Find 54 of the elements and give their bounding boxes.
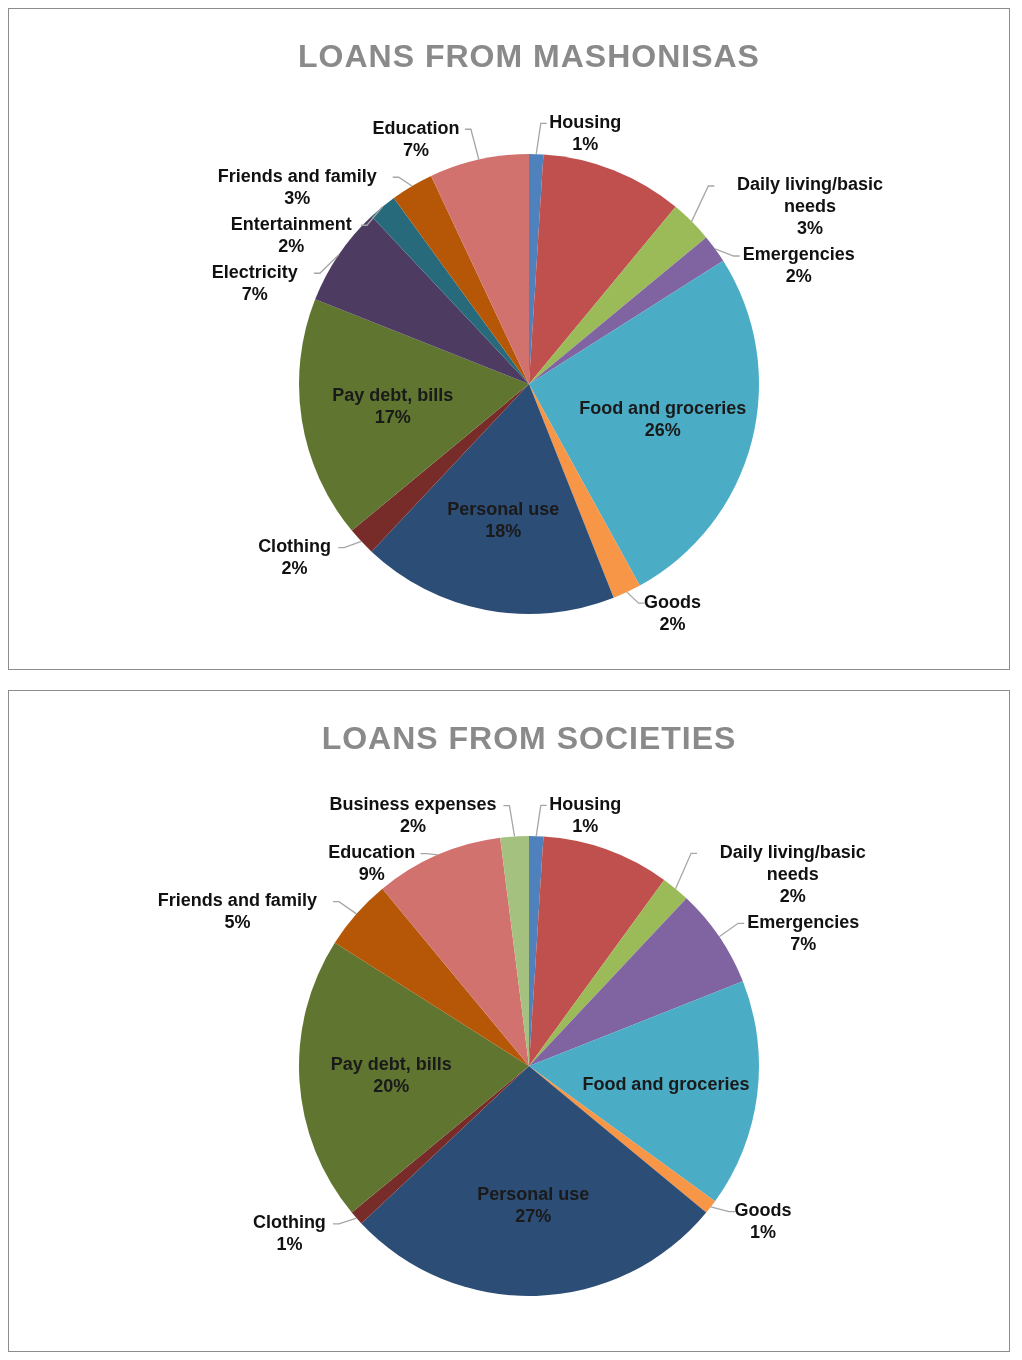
slice-label: Housing [549,111,622,132]
slice-label: Friends and family [217,165,377,186]
data-label: 17% [374,407,411,428]
slice-label: Pay debt, bills [332,385,454,406]
slice-label: Business expenses [329,794,497,815]
slice-label: Personal use [447,499,560,520]
pie-slice [529,154,676,384]
data-label: 1% [572,815,599,836]
slice-label: Pay debt, bills [330,1054,452,1075]
data-label: 5% [224,912,251,933]
data-label: 27% [515,1205,552,1226]
slice-label: Housing [549,793,622,814]
data-label: 2% [281,558,308,579]
pie-slice [529,836,665,1066]
data-label: 1% [572,133,599,154]
slice-label: Food and groceries [582,1073,750,1094]
data-label: 9% [358,864,385,885]
data-label: 2% [785,266,812,287]
chart-title: LOANS FROM SOCIETIES [321,720,737,756]
slice-label: Emergencies [747,911,860,932]
pie-slice [393,175,529,384]
data-label: 2% [278,235,305,256]
data-label: 1% [276,1234,303,1255]
data-label: 2% [659,613,686,634]
slice-label: Clothing [258,536,332,557]
pie-slice [529,206,707,384]
slice-label: Personal use [477,1183,590,1204]
data-label: 3% [284,187,311,208]
slice-label: Daily living/basic needs [719,841,866,884]
slice-label: Goods [734,1200,792,1221]
data-label: 18% [485,521,522,542]
data-label: 2% [400,816,427,837]
data-label: 7% [790,933,817,954]
data-label: 20% [373,1076,410,1097]
pie-slice [529,237,724,384]
slice-label: Clothing [252,1212,326,1233]
slice-label: Electricity [211,261,298,282]
slice-label: Daily living/basic needs [736,174,883,217]
data-label: 26% [644,419,681,440]
slice-label: Education [372,117,460,138]
slice-label: Entertainment [230,213,352,234]
slice-label: Food and groceries [579,397,747,418]
data-label: 7% [403,139,430,160]
pie-slice [529,898,743,1066]
chart-title: LOANS FROM MASHONISAS [298,38,760,74]
data-label: 2% [779,885,806,906]
pie-slice [431,154,529,384]
data-label: 3% [796,218,823,239]
data-label: 7% [241,283,268,304]
slice-label: Goods [644,591,702,612]
data-label: 1% [749,1222,776,1243]
slice-label: Friends and family [157,890,317,911]
slice-label: Emergencies [742,244,855,265]
slice-label: Education [328,842,416,863]
